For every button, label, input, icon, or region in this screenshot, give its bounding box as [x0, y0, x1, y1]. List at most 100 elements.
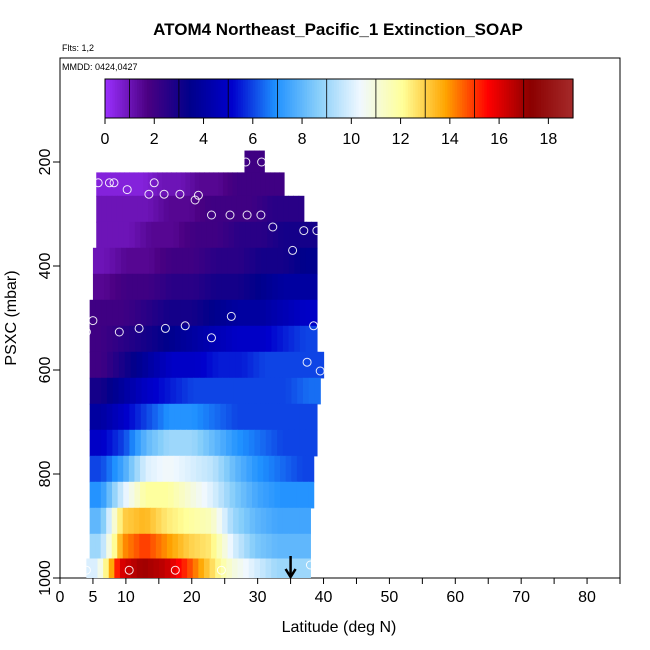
heatmap-cell: [112, 429, 119, 457]
heatmap-cell: [157, 172, 163, 197]
colorbar-cell: [486, 79, 490, 118]
heatmap-cell: [123, 403, 131, 431]
heatmap-cell: [128, 533, 135, 560]
heatmap-cell: [132, 247, 139, 275]
heatmap-cell: [271, 507, 278, 535]
heatmap-cell: [188, 247, 195, 275]
heatmap-cell: [285, 455, 292, 483]
heatmap-cell: [118, 351, 126, 379]
colorbar-cell: [356, 79, 360, 118]
heatmap-cell: [135, 377, 143, 405]
heatmap-cell: [155, 507, 162, 535]
heatmap-cell: [277, 325, 284, 353]
colorbar-cell: [430, 79, 434, 118]
heatmap-cell: [145, 221, 153, 249]
heatmap-cell: [184, 221, 191, 249]
colorbar-cell: [149, 79, 153, 118]
colorbar-cell: [289, 79, 293, 118]
sample-point: [180, 321, 190, 331]
heatmap-cell: [262, 377, 269, 405]
heatmap-cell: [257, 481, 264, 509]
heatmap-cell: [211, 533, 218, 560]
colorbar-cell: [240, 79, 244, 118]
heatmap-cell: [246, 195, 253, 223]
heatmap-cell: [252, 455, 259, 483]
heatmap-cell: [277, 299, 284, 327]
heatmap-cell: [243, 558, 250, 578]
heatmap-cell: [280, 455, 287, 483]
heatmap-cell: [260, 507, 267, 535]
heatmap-cell: [130, 377, 137, 405]
heatmap-cell: [169, 299, 176, 327]
heatmap-cell: [239, 221, 246, 249]
heatmap-cell: [237, 299, 244, 327]
colorbar-cell: [124, 79, 128, 118]
heatmap-cell: [101, 429, 108, 457]
heatmap-cell: [311, 403, 318, 431]
heatmap-cell: [161, 172, 168, 197]
heatmap-cell: [157, 403, 165, 431]
heatmap-cell: [181, 558, 188, 578]
heatmap-cell: [283, 195, 289, 223]
colorbar-cell: [508, 79, 513, 118]
colorbar-cell: [449, 79, 453, 118]
heatmap-cell: [171, 351, 178, 379]
heatmap-cell: [168, 195, 175, 223]
heatmap-cell: [259, 558, 267, 578]
colorbar-cell: [183, 79, 187, 118]
heatmap-cell: [117, 533, 124, 560]
colorbar-cell: [528, 79, 532, 118]
colorbar-cell: [548, 79, 552, 118]
heatmap-cell: [189, 195, 196, 223]
heatmap-cell: [215, 195, 222, 223]
heatmap-cell: [112, 325, 119, 353]
x-axis: 0 5 10 20 30 40 50 60 70 80: [56, 578, 621, 606]
colorbar-cell: [417, 79, 421, 118]
colorbar-cell: [156, 79, 160, 118]
dates-label: MMDD: 0424,0427: [62, 62, 138, 72]
heatmap-cell: [237, 429, 244, 457]
heatmap-cell: [299, 533, 306, 560]
colorbar-cell: [371, 79, 375, 118]
heatmap-cell: [201, 481, 208, 509]
sample-point: [193, 190, 203, 200]
heatmap-cell: [220, 558, 227, 578]
heatmap-cell: [130, 351, 138, 379]
heatmap-cell: [265, 558, 272, 578]
heatmap-cell: [236, 195, 243, 223]
colorbar-cell: [351, 79, 355, 118]
heatmap-cell: [126, 273, 133, 301]
heatmap-cell: [211, 507, 218, 535]
colorbar-cell: [405, 79, 409, 118]
heatmap-cell: [261, 221, 268, 249]
x-tick-label: 5: [88, 589, 97, 606]
heatmap-cell: [210, 273, 217, 301]
colorbar-cell: [188, 79, 192, 118]
heatmap-cell: [276, 351, 284, 379]
heatmap-cell: [203, 325, 210, 353]
heatmap-cell: [294, 247, 301, 275]
colorbar-cell: [203, 79, 207, 118]
heatmap-cell: [89, 403, 96, 431]
heatmap-cell: [259, 351, 266, 379]
sample-point: [207, 333, 216, 343]
heatmap-cell: [127, 195, 134, 223]
colorbar-tick-label: 4: [199, 131, 208, 148]
sample-point: [149, 178, 159, 188]
colorbar-cell: [250, 79, 254, 118]
heatmap-cell: [169, 429, 176, 457]
heatmap-cell: [225, 195, 232, 223]
heatmap-cell: [100, 481, 108, 509]
heatmap-cell: [120, 247, 128, 275]
colorbar-cell: [324, 79, 328, 118]
heatmap-cell: [277, 507, 284, 535]
heatmap-cell: [186, 325, 193, 353]
heatmap-cell: [154, 247, 161, 275]
colorbar-cell: [459, 79, 463, 118]
heatmap-cell: [95, 455, 102, 483]
heatmap-cell: [98, 247, 105, 275]
heatmap-cell: [305, 351, 313, 379]
heatmap-cell: [266, 507, 273, 535]
heatmap-cell: [183, 507, 190, 535]
colorbar-cell: [479, 79, 483, 118]
